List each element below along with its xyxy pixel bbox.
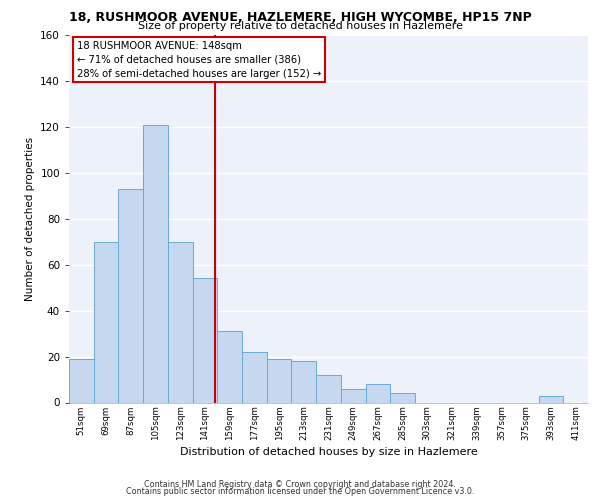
Bar [267, 359, 292, 403]
Text: 18, RUSHMOOR AVENUE, HAZLEMERE, HIGH WYCOMBE, HP15 7NP: 18, RUSHMOOR AVENUE, HAZLEMERE, HIGH WYC… [68, 11, 532, 24]
Bar [539, 396, 563, 402]
Bar [390, 394, 415, 402]
Bar [341, 388, 365, 402]
Bar [365, 384, 390, 402]
X-axis label: Distribution of detached houses by size in Hazlemere: Distribution of detached houses by size … [179, 447, 478, 457]
Bar [193, 278, 217, 402]
Bar [292, 361, 316, 403]
Y-axis label: Number of detached properties: Number of detached properties [25, 136, 35, 301]
Text: Size of property relative to detached houses in Hazlemere: Size of property relative to detached ho… [137, 21, 463, 31]
Bar [168, 242, 193, 402]
Bar [316, 375, 341, 402]
Bar [143, 124, 168, 402]
Bar [94, 242, 118, 402]
Text: Contains HM Land Registry data © Crown copyright and database right 2024.: Contains HM Land Registry data © Crown c… [144, 480, 456, 489]
Bar [242, 352, 267, 403]
Text: Contains public sector information licensed under the Open Government Licence v3: Contains public sector information licen… [126, 487, 474, 496]
Text: 18 RUSHMOOR AVENUE: 148sqm
← 71% of detached houses are smaller (386)
28% of sem: 18 RUSHMOOR AVENUE: 148sqm ← 71% of deta… [77, 40, 321, 78]
Bar [69, 359, 94, 403]
Bar [118, 189, 143, 402]
Bar [217, 332, 242, 402]
